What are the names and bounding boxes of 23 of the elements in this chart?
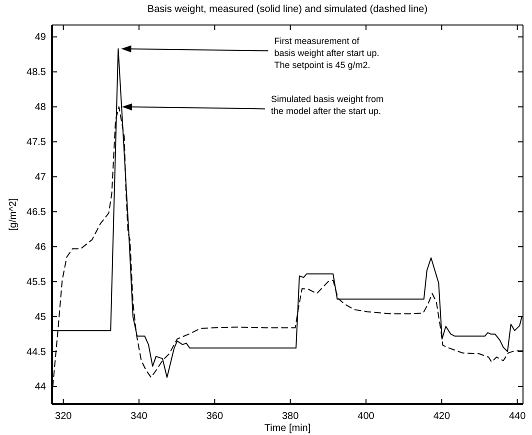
x-axis-title: Time [min] <box>264 423 311 434</box>
y-tick-label: 45.5 <box>26 276 46 288</box>
x-tick-label: 320 <box>55 411 72 422</box>
y-tick-label: 47.5 <box>26 136 46 148</box>
annotation: First measurement of basis weight after start up. The setpoint is 45 g/m2. <box>274 36 380 70</box>
x-tick-label: 360 <box>206 411 224 422</box>
y-tick-label: 46 <box>34 242 46 253</box>
x-tick-label: 400 <box>358 411 375 422</box>
chart-title: Basis weight, measured (solid line) and simulated (dashed line) <box>147 4 428 15</box>
y-tick-label: 44 <box>34 382 46 393</box>
x-tick-label: 380 <box>282 411 300 422</box>
y-tick-label: 45 <box>34 312 46 323</box>
annotation: Simulated basis weight from the model after the start up. <box>270 94 384 116</box>
y-tick-label: 46.5 <box>26 206 46 218</box>
x-tick-label: 340 <box>130 411 148 422</box>
y-tick-label: 48.5 <box>26 67 46 78</box>
x-tick-label: 440 <box>508 411 526 422</box>
x-tick-label: 420 <box>433 411 450 422</box>
y-tick-label: 49 <box>34 32 46 44</box>
y-tick-label: 44.5 <box>26 346 46 358</box>
y-axis-title: [g/m^2] <box>8 198 19 231</box>
y-tick-label: 47 <box>34 172 46 183</box>
y-tick-label: 48 <box>34 102 46 114</box>
